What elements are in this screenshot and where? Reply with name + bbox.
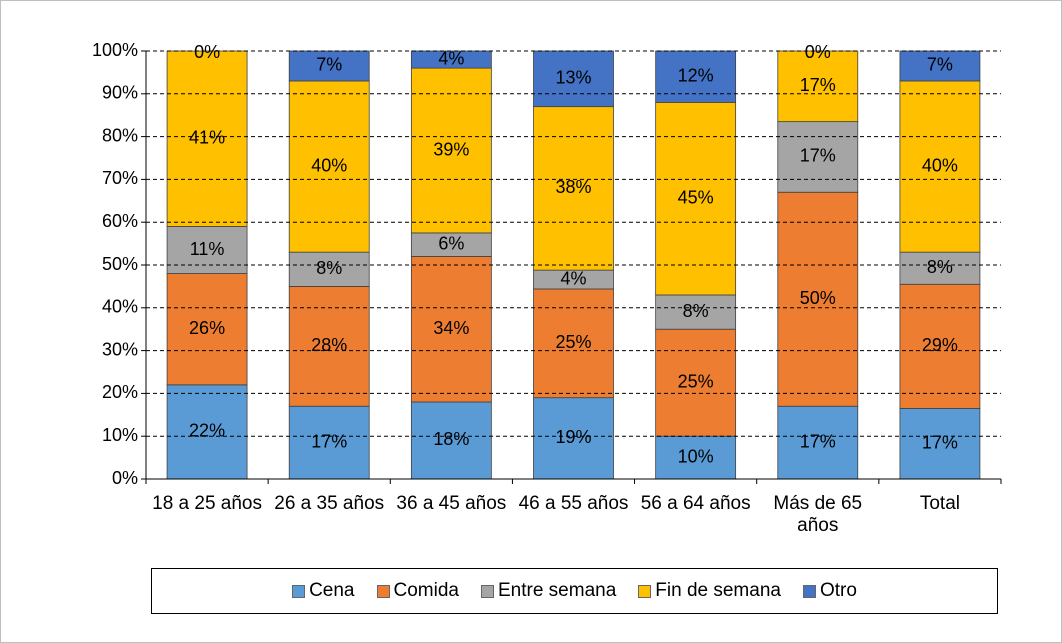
bar-segment — [777, 121, 859, 193]
legend-item: Fin de semana — [638, 580, 781, 602]
data-label: 28% — [311, 335, 347, 355]
legend-label: Fin de semana — [655, 580, 781, 601]
y-tick-label: 50% — [102, 254, 138, 274]
bar-segment — [899, 50, 981, 82]
y-tick-label: 70% — [102, 168, 138, 188]
data-label: 0% — [805, 42, 831, 62]
data-label: 17% — [800, 431, 836, 451]
legend-item: Comida — [376, 580, 459, 602]
legend-swatch — [802, 584, 816, 598]
legend-swatch — [638, 584, 652, 598]
legend-item: Otro — [802, 580, 857, 602]
data-label: 10% — [678, 446, 714, 466]
legend-label: Otro — [819, 580, 857, 601]
data-label: 18% — [433, 429, 469, 449]
data-label: 50% — [800, 288, 836, 308]
bar-segment — [166, 50, 248, 227]
x-tick-label: 46 a 55 años — [518, 493, 629, 514]
data-label: 4% — [560, 268, 586, 288]
data-label: 39% — [433, 139, 469, 159]
data-label: 25% — [555, 332, 591, 352]
data-label: 17% — [922, 432, 958, 452]
legend: Cena Comida Entre semana Fin de semana Otro — [151, 568, 998, 614]
bar-segment — [777, 191, 859, 407]
data-label: 45% — [678, 187, 714, 207]
x-tick-label: 36 a 45 años — [396, 493, 507, 514]
legend-item: Cena — [292, 580, 355, 602]
x-tick-label: 26 a 35 años — [274, 493, 385, 514]
bar-segment — [288, 50, 370, 82]
data-label: 8% — [316, 258, 342, 278]
data-label: 0% — [194, 42, 220, 62]
bar-segment — [899, 283, 981, 409]
bar-segment — [655, 294, 737, 330]
y-tick-label: 20% — [102, 382, 138, 402]
bar-segment — [288, 80, 370, 253]
data-label: 17% — [311, 431, 347, 451]
bar-segment — [410, 50, 492, 69]
data-label: 8% — [683, 301, 709, 321]
bar-segment — [410, 256, 492, 403]
y-tick-label: 60% — [102, 211, 138, 231]
legend-swatch — [376, 584, 390, 598]
data-label: 13% — [555, 68, 591, 88]
y-tick-label: 30% — [102, 339, 138, 359]
legend-swatch — [292, 584, 306, 598]
data-label: 4% — [438, 48, 464, 68]
x-tick-label: Más de 65 años — [773, 493, 863, 536]
data-label: 34% — [433, 318, 469, 338]
data-label: 8% — [927, 257, 953, 277]
data-label: 6% — [438, 233, 464, 253]
x-tick-label: Total — [919, 493, 960, 514]
x-tick-label: 18 a 25 años — [152, 493, 262, 514]
data-label: 17% — [800, 75, 836, 95]
data-label: 40% — [311, 155, 347, 175]
data-label: 38% — [555, 177, 591, 197]
bar-segment — [533, 288, 614, 399]
y-tick-label: 0% — [112, 468, 138, 488]
data-label: 41% — [189, 127, 225, 147]
data-label: 25% — [678, 371, 714, 391]
bar-segment — [533, 106, 614, 271]
bar-segment — [410, 67, 492, 234]
bar-segment — [777, 50, 859, 123]
data-label: 12% — [678, 65, 714, 85]
legend-label: Comida — [393, 580, 459, 601]
data-label: 17% — [800, 146, 836, 166]
bar-segment — [166, 226, 248, 274]
bar-segment — [166, 384, 248, 480]
data-label: 29% — [922, 335, 958, 355]
legend-label: Entre semana — [497, 580, 617, 601]
data-label: 7% — [316, 55, 342, 75]
legend-label: Cena — [309, 580, 355, 601]
data-label: 7% — [927, 55, 953, 75]
bar-segment — [288, 405, 370, 480]
y-tick-label: 90% — [102, 83, 138, 103]
bar-segment — [899, 80, 981, 253]
bar-segment — [410, 401, 492, 480]
data-label: 22% — [189, 421, 225, 441]
y-tick-label: 10% — [102, 425, 138, 445]
legend-item: Entre semana — [480, 580, 617, 602]
bar-segment — [288, 285, 370, 407]
y-tick-label: 40% — [102, 297, 138, 317]
bar-segment — [655, 328, 737, 437]
data-label: 19% — [555, 427, 591, 447]
legend-swatch — [480, 584, 494, 598]
data-label: 26% — [189, 318, 225, 338]
data-label: 11% — [190, 239, 225, 259]
y-tick-label: 80% — [102, 125, 138, 145]
bar-segment — [777, 405, 859, 480]
data-label: 40% — [922, 155, 958, 175]
x-tick-label: 56 a 64 años — [640, 493, 751, 514]
y-tick-label: 100% — [92, 40, 138, 60]
bar-segment — [166, 273, 248, 386]
bar-segment — [533, 50, 614, 108]
bar-segment — [655, 101, 737, 296]
